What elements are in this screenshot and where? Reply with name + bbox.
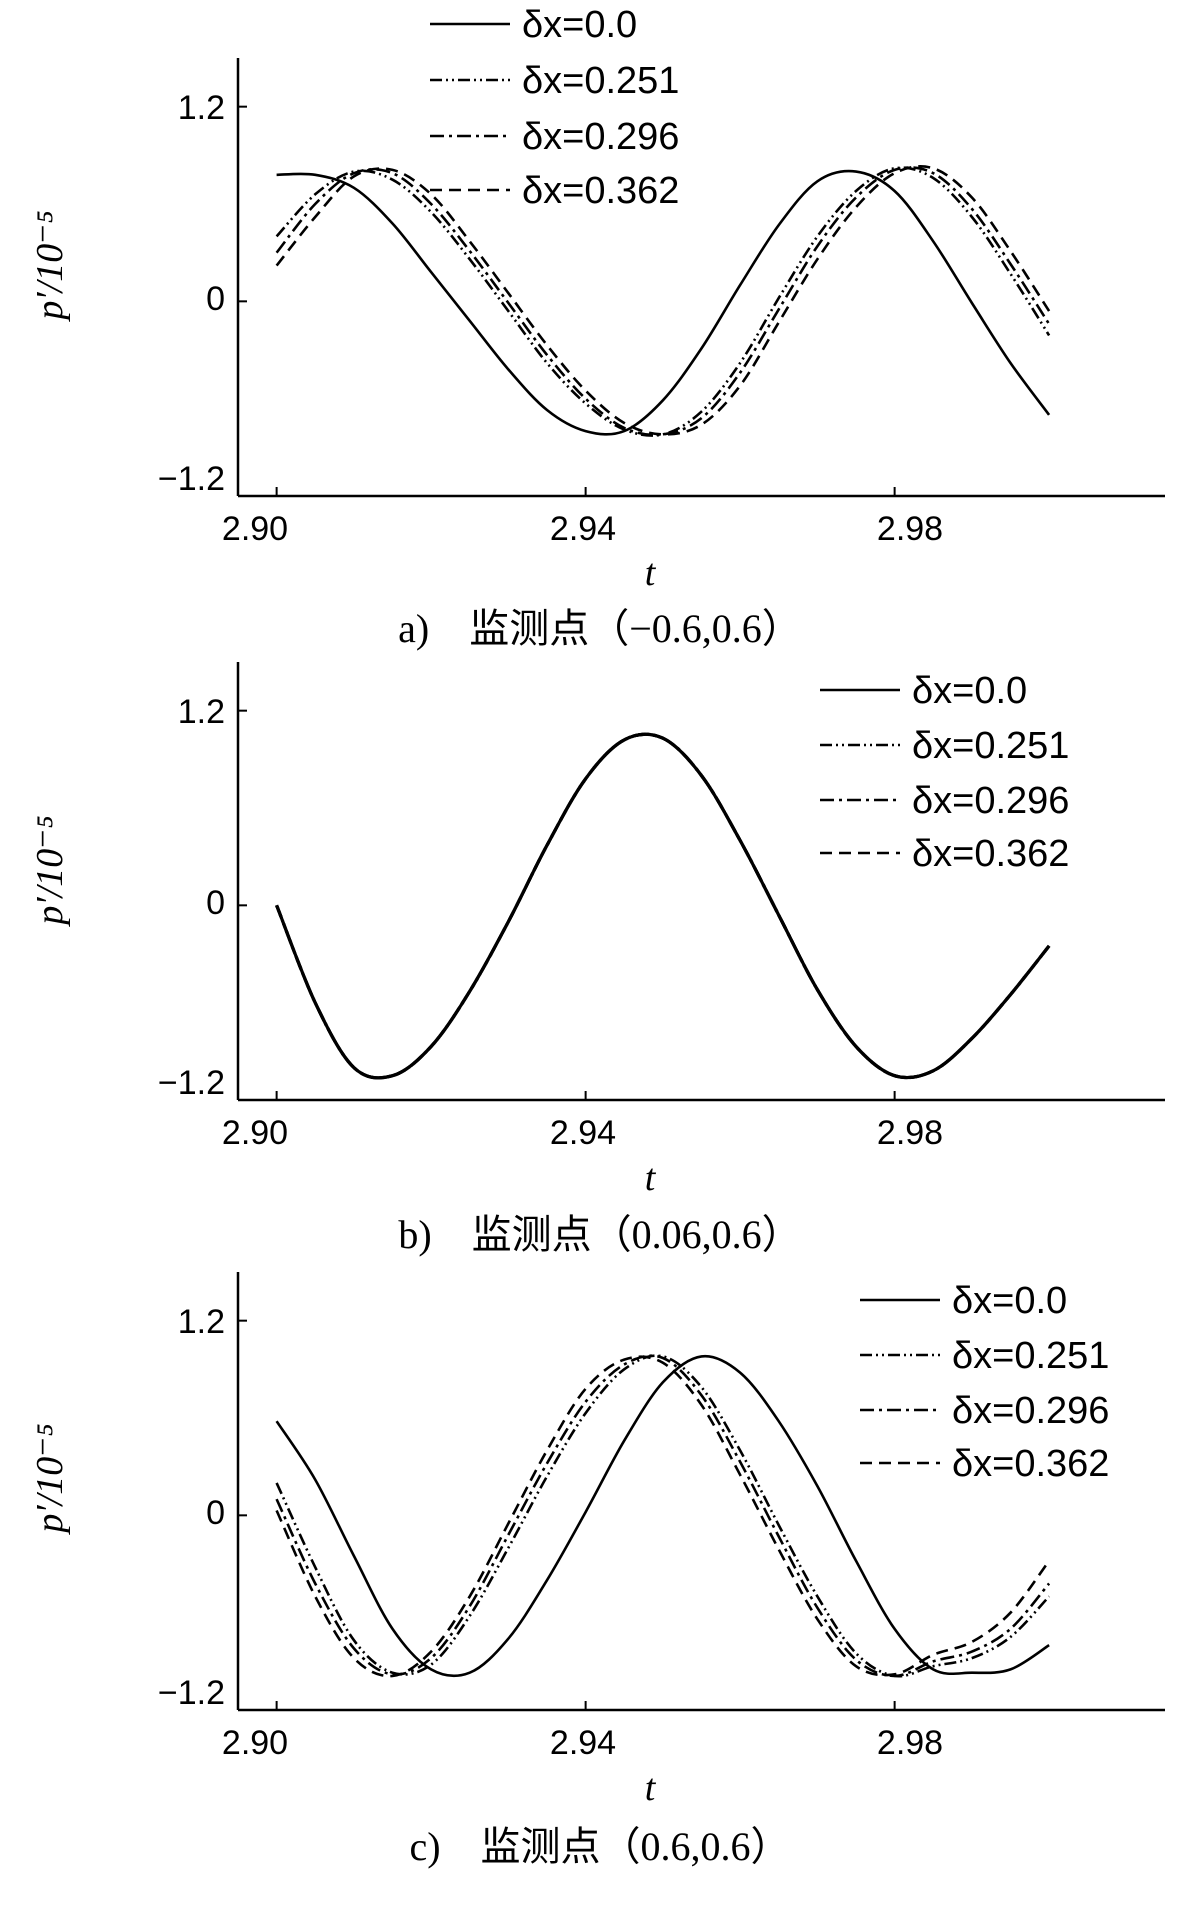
ytick-label-c-1: 0 xyxy=(206,1494,225,1532)
x-axis-label-c: t xyxy=(645,1767,657,1809)
ytick-label-b-1: 0 xyxy=(206,884,225,922)
y-axis-label-b: p′/10⁻⁵ xyxy=(29,815,71,927)
legend-item-c-0: δx=0.0 xyxy=(860,1280,1067,1322)
legend-label-b-2: δx=0.296 xyxy=(912,780,1069,822)
xtick-label-c-2: 2.98 xyxy=(877,1724,943,1762)
legend-item-c-3: δx=0.362 xyxy=(860,1443,1109,1485)
ytick-label-c-0: 1.2 xyxy=(178,1303,225,1341)
caption-b: b) 监测点（0.06,0.6） xyxy=(398,1212,801,1257)
xtick-label-b-2: 2.98 xyxy=(877,1114,943,1152)
caption-a: a) 监测点（−0.6,0.6） xyxy=(398,606,802,651)
ytick-label-a-0: 1.2 xyxy=(178,89,225,127)
series-line-b-3 xyxy=(275,732,1051,1080)
xtick-label-b-1: 2.94 xyxy=(550,1114,616,1152)
caption-c: c) 监测点（0.6,0.6） xyxy=(409,1824,790,1869)
x-axis-label-a: t xyxy=(645,552,657,594)
legend-label-a-1: δx=0.251 xyxy=(522,60,679,102)
xtick-label-c-1: 2.94 xyxy=(550,1724,616,1762)
x-axis-label-b: t xyxy=(645,1157,657,1199)
legend-label-c-3: δx=0.362 xyxy=(952,1443,1109,1485)
ytick-label-b-0: 1.2 xyxy=(178,693,225,731)
legend-a: δx=0.0 δx=0.251 δx=0.296 δx=0.362 xyxy=(430,4,679,212)
ytick-label-a-1: 0 xyxy=(206,280,225,318)
ytick-label-a-2: −1.2 xyxy=(158,460,225,498)
legend-item-c-1: δx=0.251 xyxy=(860,1335,1109,1377)
ticks-a xyxy=(238,105,896,497)
legend-item-c-2: δx=0.296 xyxy=(860,1390,1109,1432)
xtick-label-a-0: 2.90 xyxy=(222,510,288,548)
y-axis-label-a: p′/10⁻⁵ xyxy=(29,210,71,322)
legend-label-a-0: δx=0.0 xyxy=(522,4,637,46)
ytick-label-c-2: −1.2 xyxy=(158,1674,225,1712)
legend-item-a-1: δx=0.251 xyxy=(430,60,679,102)
y-axis-label-c: p′/10⁻⁵ xyxy=(29,1423,71,1535)
series-line-a-0 xyxy=(276,169,1051,436)
legend-label-a-2: δx=0.296 xyxy=(522,116,679,158)
xtick-label-a-2: 2.98 xyxy=(877,510,943,548)
legend-item-b-2: δx=0.296 xyxy=(820,780,1069,822)
chart-panel-b: 1.2 0 −1.2 2.90 2.94 2.98 t p′/10⁻⁵ δx=0… xyxy=(29,662,1165,1257)
legend-item-b-1: δx=0.251 xyxy=(820,725,1069,767)
legend-c: δx=0.0 δx=0.251 δx=0.296 δx=0.362 xyxy=(860,1280,1109,1485)
series-line-a-1 xyxy=(275,166,1051,437)
ticks-b xyxy=(238,709,896,1101)
legend-b: δx=0.0 δx=0.251 δx=0.296 δx=0.362 xyxy=(820,670,1069,875)
ticks-c xyxy=(238,1319,896,1711)
legend-item-a-3: δx=0.362 xyxy=(430,170,679,212)
series-line-a-2 xyxy=(275,166,1051,437)
legend-label-b-0: δx=0.0 xyxy=(912,670,1027,712)
xtick-label-c-0: 2.90 xyxy=(222,1724,288,1762)
series-line-a-3 xyxy=(275,165,1051,436)
xtick-label-b-0: 2.90 xyxy=(222,1114,288,1152)
legend-item-a-2: δx=0.296 xyxy=(430,116,679,158)
legend-label-c-2: δx=0.296 xyxy=(952,1390,1109,1432)
chart-panel-a: 1.2 0 −1.2 2.90 2.94 2.98 t p′/10⁻⁵ δx=0… xyxy=(29,4,1165,651)
legend-item-b-3: δx=0.362 xyxy=(820,833,1069,875)
legend-label-c-0: δx=0.0 xyxy=(952,1280,1067,1322)
legend-label-c-1: δx=0.251 xyxy=(952,1335,1109,1377)
legend-label-a-3: δx=0.362 xyxy=(522,170,679,212)
series-line-c-0 xyxy=(275,1354,1050,1678)
plot-lines-a xyxy=(275,165,1051,437)
series-line-c-3 xyxy=(275,1355,1051,1678)
legend-label-b-1: δx=0.251 xyxy=(912,725,1069,767)
chart-panel-c: 1.2 0 −1.2 2.90 2.94 2.98 t p′/10⁻⁵ δx=0… xyxy=(29,1272,1165,1869)
legend-item-a-0: δx=0.0 xyxy=(430,4,637,46)
plot-lines-b xyxy=(275,732,1051,1080)
plot-lines-c xyxy=(275,1354,1051,1678)
legend-label-b-3: δx=0.362 xyxy=(912,833,1069,875)
ytick-label-b-2: −1.2 xyxy=(158,1064,225,1102)
legend-item-b-0: δx=0.0 xyxy=(820,670,1027,712)
xtick-label-a-1: 2.94 xyxy=(550,510,616,548)
